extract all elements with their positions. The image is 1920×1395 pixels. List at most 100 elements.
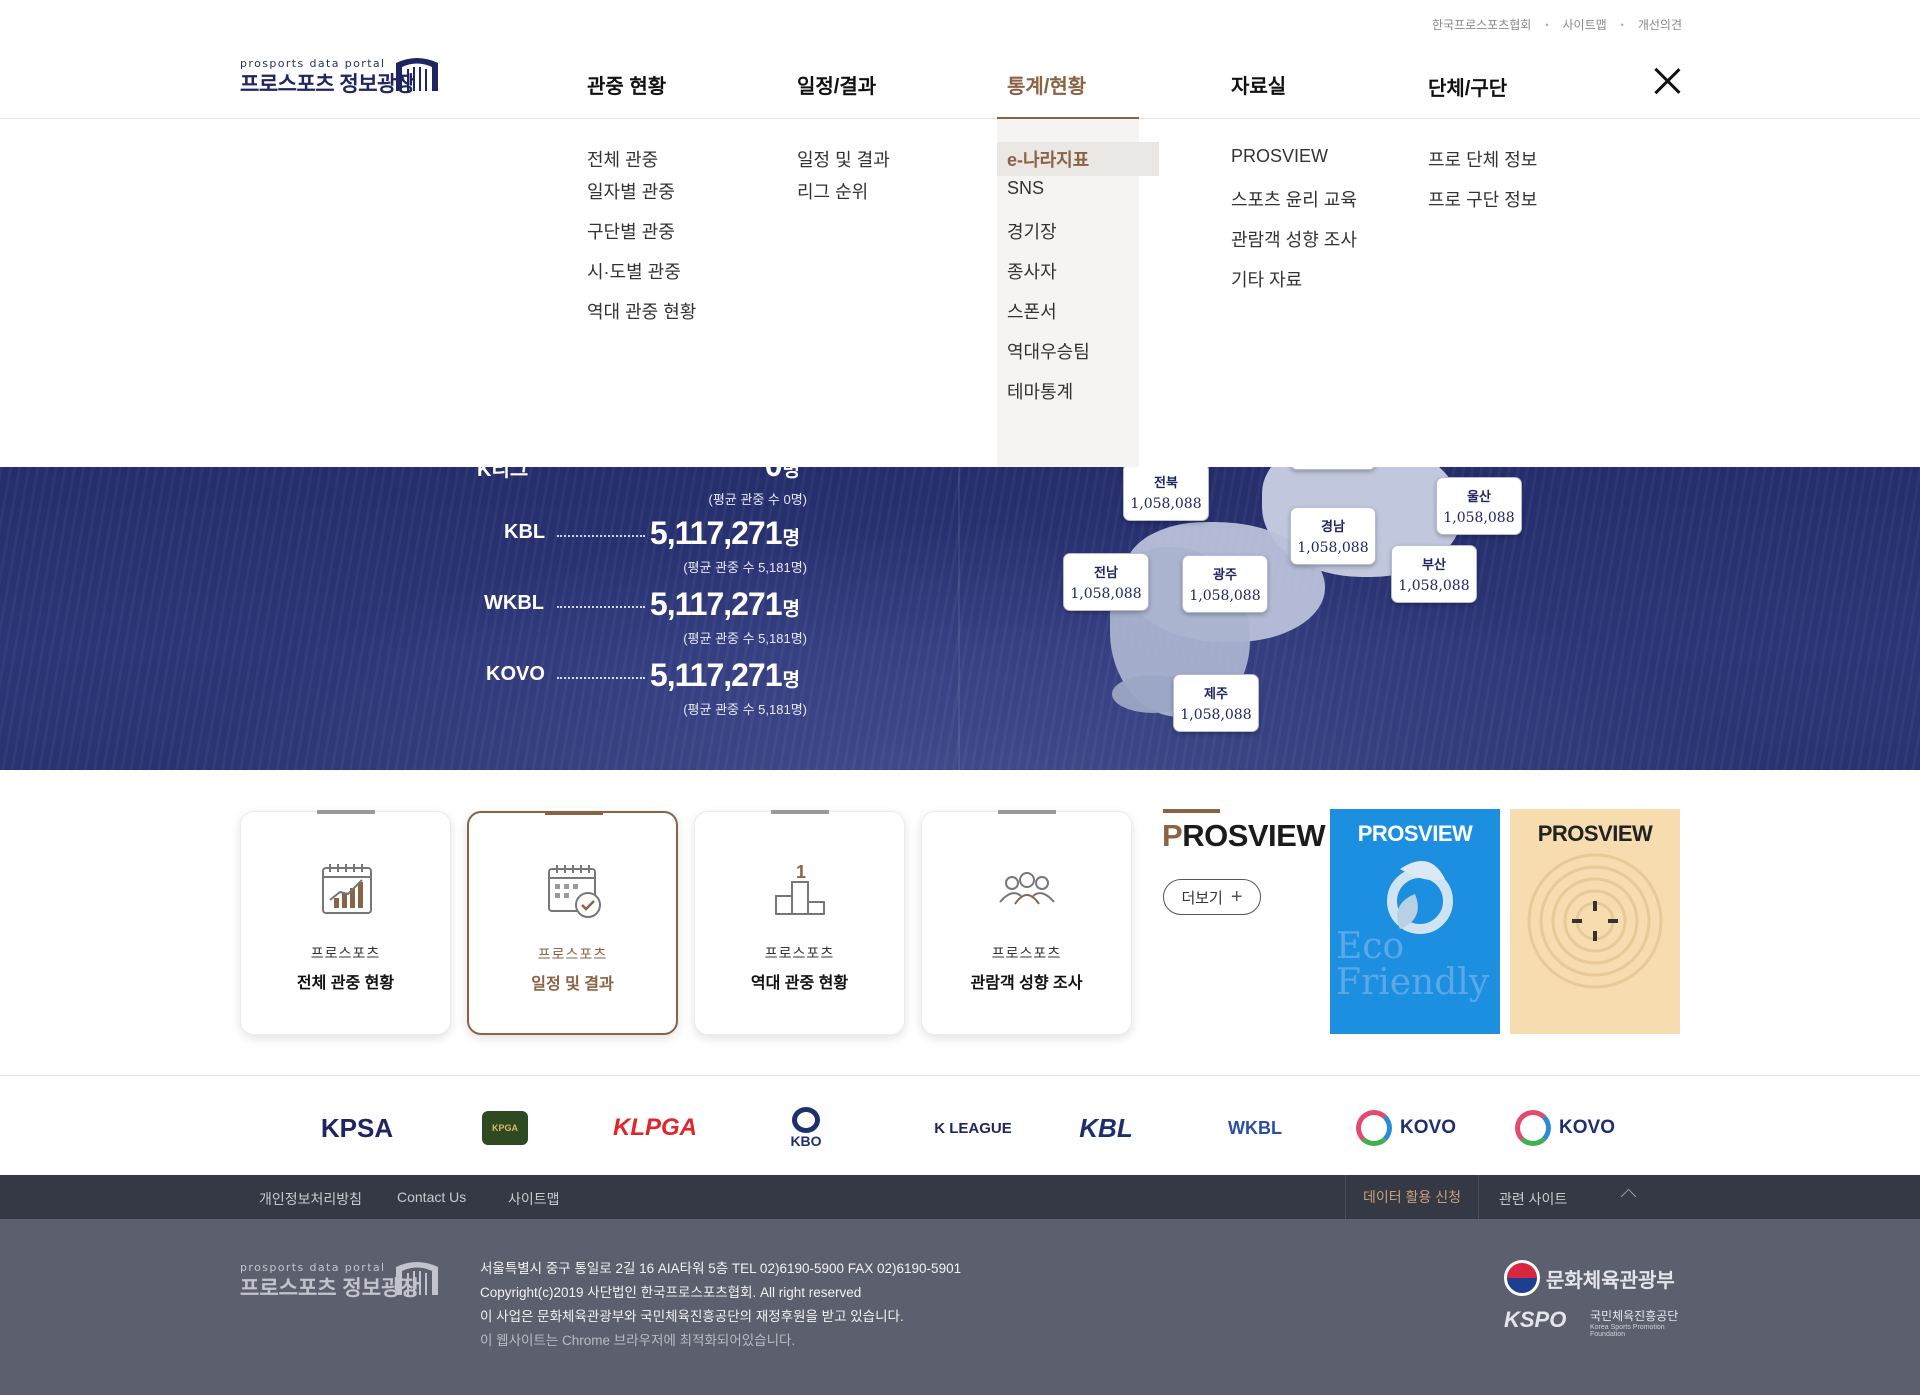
region-label-jeju[interactable]: 제주 1,058,088 (1173, 674, 1259, 732)
card-total-attendance[interactable]: 프로스포츠 전체 관중 현황 (240, 810, 451, 1035)
footer-support: 이 사업은 문화체육관광부와 국민체육진흥공단의 재정후원을 받고 있습니다. (480, 1309, 904, 1324)
kleague-logo[interactable]: K LEAGUE (934, 1119, 1012, 1137)
league-name: KOVO (486, 663, 545, 685)
ministry-name: 문화체육관광부 (1546, 1269, 1675, 1292)
footer-link-contact[interactable]: Contact Us (397, 1189, 467, 1205)
data-request-button[interactable]: 데이터 활용 신청 (1345, 1175, 1479, 1219)
target-rings-icon (1527, 853, 1663, 989)
kovo-emblem-icon (1356, 1110, 1393, 1146)
cover-title: PROSVIEW (1537, 821, 1653, 846)
kspo-logo[interactable]: KSPO 국민체육진흥공단 Korea Sports Promotion Fou… (1504, 1305, 1680, 1339)
submenu-item[interactable]: 일자별 관중 (587, 182, 675, 202)
submenu-item[interactable]: 스포츠 윤리 교육 (1231, 190, 1357, 210)
klpga-logo[interactable]: KLPGA (613, 1114, 697, 1141)
kovo-label: KOVO (1400, 1117, 1456, 1138)
gnb-statistics[interactable]: 통계/현황 (1007, 76, 1087, 98)
submenu-item[interactable]: 역대우승팀 (1007, 342, 1090, 362)
submenu-item[interactable]: 프로 구단 정보 (1428, 190, 1538, 210)
gnb-archive[interactable]: 자료실 (1231, 76, 1287, 98)
attendance-hero: K리그 0명 (평균 관중 수 0명) KBL 5,117,271명 (평균 관… (0, 467, 1920, 770)
league-total: 5,117,271명 (649, 586, 800, 622)
kbo-logo[interactable]: KBO (784, 1107, 828, 1149)
league-row-kbl: KBL 5,117,271명 (평균 관중 수 5,181명) (477, 507, 807, 575)
utility-link-sitemap[interactable]: 사이트맵 (1562, 18, 1607, 32)
gnb-active-indicator (997, 117, 1139, 119)
card-audience-survey[interactable]: 프로스포츠 관람객 성향 조사 (921, 810, 1132, 1035)
footer: prosports data portal 프로스포츠 정보광장 서울특별시 중… (0, 1219, 1920, 1395)
league-name: WKBL (484, 592, 544, 614)
kpsa-logo[interactable]: KPSA (320, 1112, 394, 1143)
league-row-kleague: K리그 0명 (평균 관중 수 0명) (477, 467, 807, 507)
site-logo[interactable]: prosports data portal 프로스포츠 정보광장 (240, 53, 440, 97)
submenu-item[interactable]: 역대 관중 현황 (587, 302, 697, 322)
submenu-item[interactable]: 스폰서 (1007, 302, 1057, 322)
kbl-logo[interactable]: KBL (1079, 1112, 1133, 1143)
related-sites-select[interactable]: 관련 사이트 (1479, 1175, 1680, 1219)
mega-menu: 전체 관중 일자별 관중 구단별 관중 시·도별 관중 역대 관중 현황 일정 … (0, 119, 1920, 467)
league-average: (평균 관중 수 0명) (708, 492, 807, 507)
submenu-item[interactable]: 경기장 (1007, 222, 1057, 242)
league-name: KBL (504, 521, 546, 543)
submenu-item[interactable]: SNS (1007, 178, 1045, 198)
region-label-ulsan[interactable]: 울산 1,058,088 (1436, 477, 1522, 535)
submenu-item[interactable]: 구단별 관중 (587, 222, 675, 242)
related-sites-label: 관련 사이트 (1499, 1191, 1568, 1207)
region-label-gyeongnam[interactable]: 경남 1,058,088 (1290, 507, 1376, 565)
prosview-cover-beige[interactable]: PROSVIEW (1510, 809, 1680, 1034)
card-history-attendance[interactable]: 1 프로스포츠 역대 관중 현황 (694, 810, 905, 1035)
footer-nav-bar: 개인정보처리방침 Contact Us 사이트맵 데이터 활용 신청 관련 사이… (0, 1175, 1920, 1219)
utility-link-feedback[interactable]: 개선의견 (1637, 18, 1682, 32)
partner-logos: KPSA KPGA KLPGA KBO K LEAGUE KBL WKBL KO… (0, 1075, 1920, 1175)
card-label-top: 프로스포츠 (537, 946, 608, 962)
wkbl-logo[interactable]: WKBL (1228, 1117, 1282, 1138)
ministry-logo[interactable]: 문화체육관광부 (1504, 1260, 1675, 1296)
footer-logo[interactable]: prosports data portal 프로스포츠 정보광장 (240, 1259, 440, 1303)
region-label-busan[interactable]: 부산 1,058,088 (1391, 545, 1477, 603)
prosview-accent-bar (1163, 809, 1220, 813)
submenu-item[interactable]: 관람객 성향 조사 (1231, 230, 1357, 250)
league-row-wkbl: WKBL 5,117,271명 (평균 관중 수 5,181명) (477, 578, 807, 646)
utility-link-association[interactable]: 한국프로스포츠협회 (1431, 18, 1532, 32)
utility-nav: 한국프로스포츠협회 • 사이트맵 • 개선의견 (1432, 16, 1682, 33)
kspo-english: Korea Sports Promotion Foundation (1590, 1324, 1665, 1338)
submenu-item[interactable]: 프로 단체 정보 (1428, 150, 1538, 170)
close-menu-icon[interactable] (1652, 66, 1682, 96)
footer-link-sitemap[interactable]: 사이트맵 (508, 1191, 560, 1207)
card-title: 역대 관중 현황 (750, 975, 849, 992)
stadium-logo-icon (396, 58, 438, 91)
region-label-jeonnam[interactable]: 전남 1,058,088 (1063, 553, 1149, 611)
submenu-item[interactable]: 전체 관중 (587, 150, 659, 170)
dotted-leader (557, 596, 645, 608)
submenu-item[interactable]: 리그 순위 (797, 182, 869, 202)
footer-copyright: Copyright(c)2019 사단법인 한국프로스포츠협회. All rig… (480, 1285, 862, 1300)
eco-leaf-icon (1387, 861, 1453, 934)
people-icon (999, 872, 1055, 905)
footer-browser-note: 이 웹사이트는 Chrome 브라우저에 최적화되어있습니다. (480, 1333, 796, 1348)
submenu-item[interactable]: 기타 자료 (1231, 270, 1303, 290)
submenu-item[interactable]: 종사자 (1007, 262, 1057, 282)
submenu-item[interactable]: 시·도별 관중 (587, 262, 681, 282)
card-label-top: 프로스포츠 (310, 945, 381, 961)
submenu-item[interactable]: 일정 및 결과 (797, 150, 890, 170)
card-schedule-results[interactable]: 프로스포츠 일정 및 결과 (467, 811, 678, 1035)
kspo-korean: 국민체육진흥공단 (1590, 1309, 1679, 1323)
prosview-cover-blue[interactable]: PROSVIEW Eco Friendly (1330, 809, 1500, 1034)
league-name: K리그 (477, 467, 529, 481)
kpga-logo[interactable]: KPGA (482, 1111, 528, 1145)
kovo-logo[interactable]: KOVO (1514, 1107, 1616, 1149)
region-label-gwangju[interactable]: 광주 1,058,088 (1182, 555, 1268, 613)
submenu-item[interactable]: 테마통계 (1007, 382, 1074, 402)
submenu-item[interactable]: PROSVIEW (1231, 146, 1329, 166)
region-label-jeonbuk[interactable]: 전북 1,058,088 (1123, 467, 1209, 521)
gnb-organizations[interactable]: 단체/구단 (1428, 78, 1508, 100)
gnb-attendance[interactable]: 관중 현황 (587, 76, 667, 98)
kovo-label: KOVO (1559, 1117, 1615, 1138)
submenu-item-active[interactable]: e-나라지표 (997, 142, 1160, 176)
kovo-logo[interactable]: KOVO (1355, 1107, 1457, 1149)
plus-icon: + (1230, 885, 1243, 908)
region-label-top[interactable]: 1,058,088 (1290, 467, 1376, 470)
footer-link-privacy[interactable]: 개인정보처리방침 (259, 1191, 363, 1207)
more-button[interactable]: 더보기 + (1163, 879, 1261, 915)
card-tab (998, 810, 1056, 814)
gnb-schedule[interactable]: 일정/결과 (797, 76, 877, 98)
